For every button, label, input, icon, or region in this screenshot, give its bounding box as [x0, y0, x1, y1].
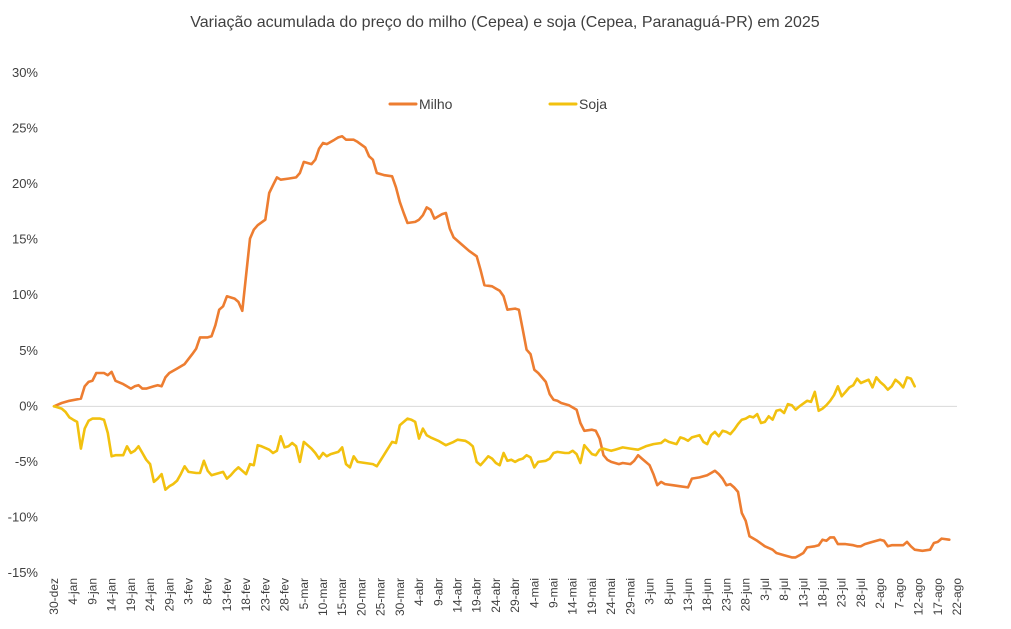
x-tick-label: 19-mai	[585, 578, 599, 615]
x-tick-label: 3-jul	[758, 578, 772, 601]
x-tick-label: 10-mar	[316, 578, 330, 616]
legend-label-milho: Milho	[419, 96, 453, 112]
x-tick-label: 4-mai	[527, 578, 541, 608]
x-tick-label: 14-jan	[105, 578, 119, 611]
x-tick-label: 9-jan	[85, 578, 99, 605]
x-tick-label: 19-jan	[124, 578, 138, 611]
y-tick-label: 20%	[12, 176, 38, 191]
y-tick-label: 30%	[12, 65, 38, 80]
x-tick-label: 20-mar	[354, 578, 368, 616]
x-tick-label: 23-jul	[835, 578, 849, 607]
y-tick-label: 10%	[12, 287, 38, 302]
x-tick-label: 30-dez	[47, 578, 61, 615]
x-tick-label: 19-abr	[470, 578, 484, 613]
x-tick-label: 4-abr	[412, 578, 426, 606]
x-tick-label: 17-ago	[931, 578, 945, 616]
x-tick-label: 3-fev	[181, 578, 195, 605]
x-tick-label: 29-mai	[623, 578, 637, 615]
x-tick-label: 9-abr	[431, 578, 445, 606]
x-tick-label: 3-jun	[643, 578, 657, 605]
x-tick-label: 24-jan	[143, 578, 157, 611]
y-tick-label: 15%	[12, 232, 38, 247]
x-tick-label: 30-mar	[393, 578, 407, 616]
y-axis-ticks: 30% 25% 20% 15% 10% 5% 0% -5% -10% -15%	[8, 65, 39, 580]
y-tick-label: 5%	[19, 343, 38, 358]
y-tick-label: -5%	[15, 454, 39, 469]
x-tick-label: 15-mar	[335, 578, 349, 616]
x-tick-label: 23-jun	[719, 578, 733, 611]
x-tick-label: 28-jun	[739, 578, 753, 611]
chart-title: Variação acumulada do preço do milho (Ce…	[190, 14, 820, 31]
x-tick-label: 18-jun	[700, 578, 714, 611]
x-tick-label: 22-ago	[950, 578, 964, 616]
y-tick-label: -10%	[8, 509, 39, 524]
series-line-milho	[52, 135, 951, 559]
legend-label-soja: Soja	[579, 96, 607, 112]
y-tick-label: 0%	[19, 398, 38, 413]
x-tick-label: 7-ago	[892, 578, 906, 609]
y-tick-label: 25%	[12, 121, 38, 136]
y-tick-label: -15%	[8, 565, 39, 580]
x-axis-ticks: 30-dez 4-jan 9-jan 14-jan 19-jan 24-jan 29-jan…	[47, 578, 964, 616]
x-tick-label: 12-ago	[912, 578, 926, 616]
x-tick-label: 4-jan	[66, 578, 80, 605]
legend: Milho Soja	[388, 96, 607, 112]
x-tick-label: 14-mai	[566, 578, 580, 615]
x-tick-label: 2-ago	[873, 578, 887, 609]
x-tick-label: 28-fev	[278, 578, 292, 611]
x-tick-label: 13-jul	[796, 578, 810, 607]
series-line-soja	[52, 376, 917, 492]
x-tick-label: 24-abr	[489, 578, 503, 613]
x-tick-label: 13-jun	[681, 578, 695, 611]
x-tick-label: 8-fev	[201, 578, 215, 605]
x-tick-label: 29-abr	[508, 578, 522, 613]
x-tick-label: 18-jul	[816, 578, 830, 607]
x-tick-label: 14-abr	[450, 578, 464, 613]
x-tick-label: 8-jul	[777, 578, 791, 601]
x-tick-label: 23-fev	[258, 578, 272, 611]
series-lines	[52, 135, 951, 559]
x-tick-label: 13-fev	[220, 578, 234, 611]
x-tick-label: 18-fev	[239, 578, 253, 611]
x-tick-label: 9-mai	[547, 578, 561, 608]
x-tick-label: 8-jun	[662, 578, 676, 605]
x-tick-label: 29-jan	[162, 578, 176, 611]
x-tick-label: 5-mar	[297, 578, 311, 609]
x-tick-label: 28-jul	[854, 578, 868, 607]
x-tick-label: 24-mai	[604, 578, 618, 615]
x-tick-label: 25-mar	[374, 578, 388, 616]
